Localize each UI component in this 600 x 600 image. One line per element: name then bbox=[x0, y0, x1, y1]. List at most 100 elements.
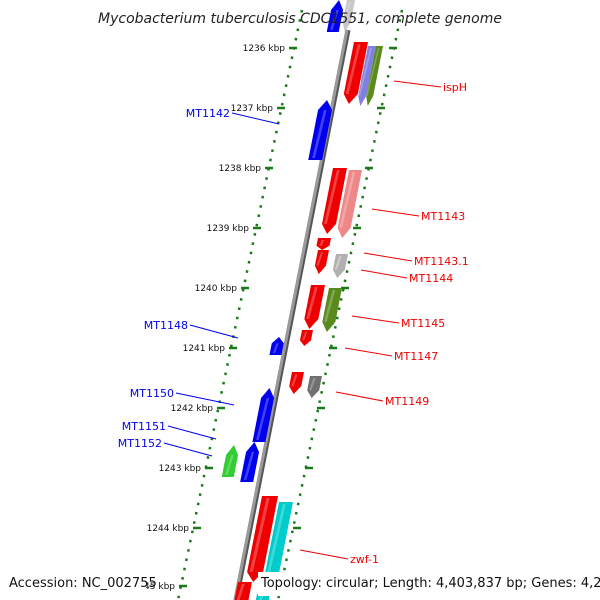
gene-isph-lavender bbox=[358, 46, 376, 106]
gene-mt1152-shade bbox=[225, 455, 234, 475]
accession-text: Accession: NC_002755 bbox=[9, 576, 157, 591]
gene-mt1151-body bbox=[240, 442, 260, 482]
gene-mt1150-shade bbox=[256, 398, 270, 440]
gene-mt1145-green bbox=[322, 288, 342, 332]
gene-mt1149-grey bbox=[307, 376, 322, 398]
topology-text: Topology: circular; Length: 4,403,837 bp… bbox=[260, 576, 600, 591]
gene-mt1151 bbox=[240, 442, 260, 482]
gene-mt1143-1-shade bbox=[319, 240, 325, 246]
gene-mt1145-green-body bbox=[322, 288, 342, 332]
gene-mt1143-shade bbox=[323, 170, 340, 224]
tick-label: 1243 kbp bbox=[159, 464, 202, 474]
left-callouts: MT1142 MT1148 MT1150 MT1151 MT1152 bbox=[118, 107, 280, 457]
gene-isph-green-body bbox=[366, 46, 383, 106]
gene-mt1149-grey-body bbox=[307, 376, 322, 398]
gene-isph-body bbox=[343, 42, 368, 104]
gene-isph-lavender-body bbox=[358, 46, 376, 106]
gene-mt1143-1 bbox=[316, 238, 331, 250]
gene-isph-green bbox=[366, 46, 383, 106]
gene-mt1145 bbox=[304, 285, 325, 329]
gene-mt1147-shade bbox=[301, 332, 308, 341]
gene-mt1144-body bbox=[314, 250, 329, 274]
gene-label-right: zwf-1 bbox=[350, 553, 379, 566]
gene-mt1149-shade bbox=[291, 374, 298, 387]
callout-line-right bbox=[363, 252, 413, 262]
gene-bottom-red-body bbox=[234, 582, 252, 600]
gene-mt1148-shade bbox=[272, 343, 279, 353]
gene-zwf-1-cyan bbox=[264, 502, 293, 584]
callout-line-left bbox=[175, 392, 235, 406]
gene-mt1148 bbox=[269, 337, 284, 355]
tick-label: 1238 kbp bbox=[219, 164, 262, 174]
gene-zwf-1-body bbox=[247, 496, 278, 582]
gene-mt1144-grey-body bbox=[332, 254, 348, 278]
topology-background bbox=[258, 572, 600, 596]
gene-mt1147 bbox=[299, 330, 313, 346]
gene-bottom-cyan-shade bbox=[259, 596, 264, 600]
callout-line-left bbox=[231, 112, 280, 125]
gene-mt1144-shade bbox=[316, 252, 324, 266]
tick-marks bbox=[179, 46, 397, 588]
gene-top-blue bbox=[326, 0, 344, 32]
callout-line-left bbox=[189, 324, 239, 339]
gene-label-left: MT1152 bbox=[118, 437, 162, 450]
gene-mt1145-shade bbox=[306, 287, 318, 319]
tick-labels: 1236 kbp 1237 kbp 1238 kbp 1239 kbp 1240 kbp… bbox=[133, 44, 286, 592]
gene-mt1142-body bbox=[308, 100, 333, 160]
gene-mt1142-shade bbox=[312, 110, 327, 158]
gene-mt1150 bbox=[252, 388, 275, 442]
gene-mt1143-pink-body bbox=[337, 170, 362, 238]
gene-top-grey-body bbox=[342, 0, 355, 32]
gene-isph-shade bbox=[345, 44, 361, 94]
tick-label: 1242 kbp bbox=[171, 404, 214, 414]
gene-mt1143-body bbox=[322, 168, 347, 234]
gene-label-left: MT1150 bbox=[130, 387, 174, 400]
callout-line-right bbox=[360, 269, 408, 279]
tick-label: 1244 kbp bbox=[147, 524, 190, 534]
callout-line-left bbox=[163, 442, 213, 457]
gene-mt1143-1-body bbox=[316, 238, 331, 250]
gene-bottom-red-shade bbox=[236, 584, 245, 600]
gene-label-right: MT1144 bbox=[409, 272, 453, 285]
gene-top-blue-shade bbox=[330, 10, 339, 30]
gene-top-blue-body bbox=[326, 0, 344, 32]
gene-mt1150-body bbox=[252, 388, 275, 442]
gene-zwf-1-shade bbox=[249, 498, 270, 572]
gene-mt1149 bbox=[289, 372, 304, 394]
gene-mt1148-body bbox=[269, 337, 284, 355]
tick-label: 1240 kbp bbox=[195, 284, 238, 294]
right-dotted-guide bbox=[276, 9, 404, 600]
gene-zwf-1 bbox=[247, 496, 278, 582]
gene-label-left: MT1148 bbox=[144, 319, 188, 332]
gene-mt1145-body bbox=[304, 285, 325, 329]
gene-mt1144-grey bbox=[332, 254, 348, 278]
gene-label-left: MT1142 bbox=[186, 107, 230, 120]
gene-bottom-red bbox=[234, 582, 252, 600]
gene-isph bbox=[343, 42, 368, 104]
callout-line-right bbox=[344, 347, 393, 357]
gene-mt1152 bbox=[221, 445, 239, 477]
callout-line-right bbox=[335, 391, 384, 402]
gene-isph-lavender-shade bbox=[358, 48, 372, 96]
callout-line-right bbox=[351, 315, 400, 324]
gene-label-right: MT1143 bbox=[421, 210, 465, 223]
callout-line-left bbox=[167, 425, 217, 440]
gene-mt1152-body bbox=[221, 445, 239, 477]
gene-mt1143-pink-shade bbox=[339, 172, 356, 228]
tick-label: 1239 kbp bbox=[207, 224, 250, 234]
gene-mt1149-grey-shade bbox=[309, 378, 316, 391]
gene-zwf-1-cyan-body bbox=[264, 502, 293, 584]
callout-line-right bbox=[371, 208, 420, 217]
gene-label-right: MT1147 bbox=[394, 350, 438, 363]
tick-label: 1245 kbp bbox=[133, 582, 176, 592]
gene-isph-green-shade bbox=[366, 48, 380, 96]
gene-label-right: ispH bbox=[443, 81, 467, 94]
gene-top-grey bbox=[342, 0, 355, 32]
gene-mt1151-shade bbox=[243, 452, 255, 480]
gene-top-grey-shade bbox=[342, 2, 351, 22]
accession-background bbox=[0, 572, 146, 596]
tick-label: 1237 kbp bbox=[231, 104, 274, 114]
gene-features bbox=[221, 0, 383, 600]
tick-label: 1236 kbp bbox=[243, 44, 286, 54]
